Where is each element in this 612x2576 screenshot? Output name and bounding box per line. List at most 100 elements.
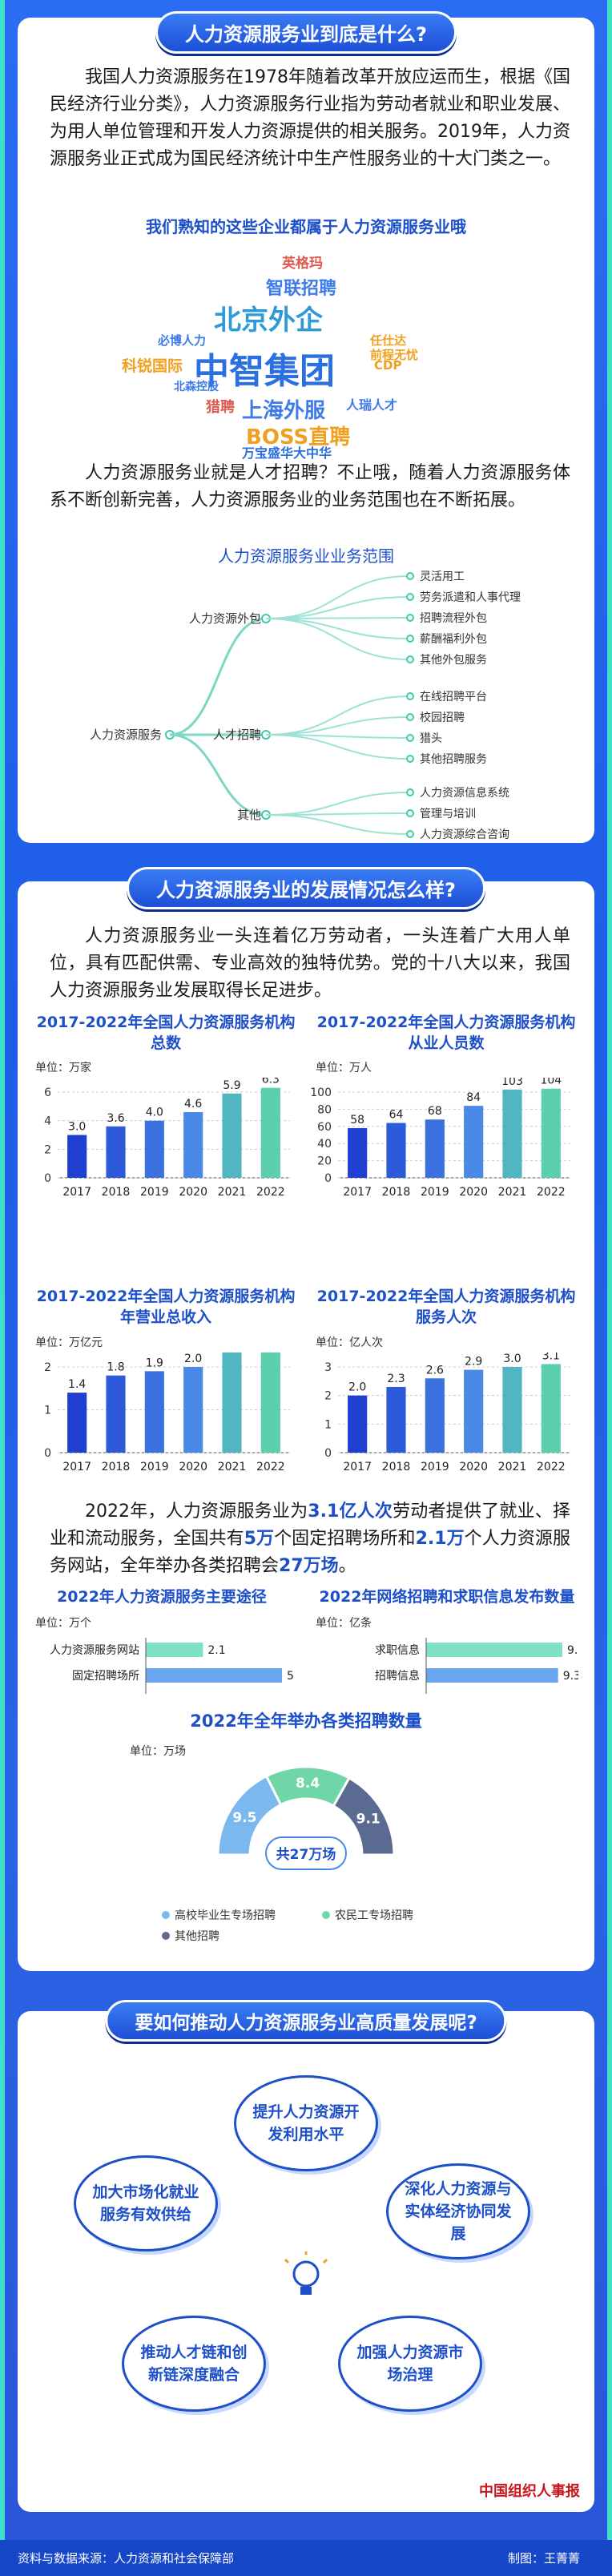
chart5-title: 2022年人力资源服务主要途径 <box>57 1588 267 1606</box>
highlight-figure: 27万场 <box>279 1556 339 1576</box>
tree-leaf-link <box>265 575 411 619</box>
tree-branch-link <box>169 733 267 816</box>
bar <box>464 1369 484 1453</box>
summary-paragraph: 2022年，人力资源服务业为3.1亿人次劳动者提供了就业、择业和流动服务，全国共… <box>50 1498 570 1580</box>
chart1-org-count: 0 2 4 6 3.0 2017 3.6 2018 4.0 2019 4.6 2020 5.9 2021 6… <box>44 1078 290 1199</box>
cloud-word: 猎聘 <box>206 399 235 416</box>
section3-title: 要如何推动人力资源服务业高质量发展呢? <box>105 2000 507 2042</box>
tree-node <box>406 655 414 663</box>
chart7-unit: 单位：万场 <box>130 1745 186 1758</box>
bar <box>67 1135 87 1178</box>
bar <box>106 1126 126 1178</box>
x-tick-label: 2021 <box>498 1186 527 1199</box>
bar-value-label: 68 <box>428 1105 442 1118</box>
tree-branch-label: 人才招聘 <box>213 728 261 742</box>
tree-node <box>406 788 414 796</box>
x-tick-label: 2019 <box>140 1461 169 1473</box>
paragraph-text: 2022年，人力资源服务业为 <box>85 1502 308 1522</box>
x-tick-label: 2019 <box>421 1186 449 1199</box>
cloud-word: 前程无忧 <box>370 348 419 362</box>
y-tick-label: 2 <box>44 1143 51 1156</box>
x-tick-label: 2018 <box>382 1461 411 1473</box>
chart2-title: 2017-2022年全国人力资源服务机构从业人员数 <box>316 1014 576 1052</box>
y-tick-label: 0 <box>44 1172 51 1185</box>
tree-leaf-label: 管理与培训 <box>420 808 476 820</box>
newspaper-logo: 中国组织人事报 <box>479 2483 580 2500</box>
legend-label: 其他招聘 <box>175 1930 219 1943</box>
paragraph-text: 劳动者提供了就业、择业和流动服务，全国共有 <box>50 1502 570 1549</box>
bar-value-label: 3.0 <box>68 1121 86 1134</box>
x-tick-label: 2019 <box>421 1461 449 1473</box>
tree-leaf-label: 猎头 <box>420 732 442 745</box>
tree-leaf-label: 其他招聘服务 <box>420 753 487 766</box>
tree-leaf-label: 灵活用工 <box>420 570 465 583</box>
bar <box>144 1120 164 1178</box>
tree-leaf-link <box>265 734 411 739</box>
x-tick-label: 2017 <box>343 1461 372 1473</box>
tree-root: 人力资源服务 <box>90 728 162 742</box>
y-tick-label: 0 <box>324 1447 332 1460</box>
bar-value-label: 4.6 <box>184 1098 202 1111</box>
legend-swatch <box>162 1932 170 1940</box>
section1-title: 人力资源服务业到底是什么? <box>155 11 457 54</box>
cloud-word: 必博人力 <box>158 333 207 348</box>
y-tick-label: 0 <box>44 1447 51 1460</box>
tree-leaf-label: 人力资源综合咨询 <box>420 828 509 839</box>
bar <box>222 1093 242 1178</box>
bar-value-label: 3.6 <box>107 1112 124 1125</box>
tree-leaf-link <box>265 695 411 736</box>
footer: 资料与数据来源：人力资源和社会保障部 制图：王菁菁 <box>0 2540 612 2576</box>
y-tick-label: 20 <box>317 1155 332 1168</box>
x-tick-label: 2020 <box>459 1461 488 1473</box>
bar <box>348 1127 368 1178</box>
donut-center-badge <box>265 1836 347 1870</box>
tree-leaf-link <box>265 618 411 639</box>
x-tick-label: 2021 <box>218 1186 247 1199</box>
cloud-word: CDP <box>374 358 402 373</box>
cloud-word: BOSS直聘 <box>246 425 351 449</box>
y-tick-label: 4 <box>44 1115 51 1128</box>
business-scope-tree: 人力资源服务 人力资源外包 灵活用工劳务派遣和人事代理招聘流程外包薪酬福利外包其他外… <box>90 570 521 839</box>
tree-branch-label: 其他 <box>237 808 261 822</box>
bar <box>386 1123 406 1178</box>
x-tick-label: 2018 <box>102 1186 131 1199</box>
legend-item: 农民工专场招聘 <box>322 1907 482 1923</box>
tree-node <box>406 734 414 742</box>
chart7-donut: 9.5 8.4 9.1 共27万场 <box>216 1765 396 1870</box>
chart7-title: 2022年全年举办各类招聘数量 <box>190 1711 422 1731</box>
intro-paragraph: 我国人力资源服务在1978年随着改革开放应运而生，根据《国民经济行业分类》，人力… <box>50 67 570 169</box>
cloud-word: 上海外服 <box>242 399 326 423</box>
bar-value-label: 2.0 <box>348 1381 366 1394</box>
y-tick-label: 40 <box>317 1138 332 1151</box>
bar-value-label: 103 <box>501 1078 523 1088</box>
hbar-category-label: 人力资源服务网站 <box>50 1644 139 1657</box>
chart4-unit: 单位：亿人次 <box>316 1336 383 1349</box>
bar-value-label: 6.3 <box>262 1078 280 1086</box>
tree-leaf-link <box>265 812 411 816</box>
cloud-title: 我们熟知的这些企业都属于人力资源服务业哦 <box>146 217 466 236</box>
tree-leaf-link <box>265 734 411 760</box>
donut-center-label: 共27万场 <box>276 1847 336 1863</box>
section3-panel: 提升人力资源开发利用水平 加大市场化就业服务有效供给 深化人力资源与实体经济协同… <box>18 2011 594 2512</box>
bar-value-label: 84 <box>466 1091 481 1104</box>
x-tick-label: 2018 <box>382 1186 411 1199</box>
tree-leaf-label: 薪酬福利外包 <box>420 633 487 646</box>
cloud-word: 万宝盛华大中华 <box>242 445 332 461</box>
bar-value-label: 58 <box>350 1114 364 1127</box>
bar <box>106 1375 126 1453</box>
hbar <box>426 1643 562 1657</box>
cloud-word: 中智集团 <box>194 351 335 392</box>
chart4-service-times: 0 1 2 3 2.0 2017 2.3 2018 2.6 2019 2.9 2020 3.0 2021 3… <box>324 1353 570 1473</box>
y-tick-label: 0 <box>324 1172 332 1185</box>
lightbulb-icon <box>284 2251 328 2295</box>
tree-node <box>406 755 414 763</box>
hbar-category-label: 固定招聘场所 <box>72 1670 139 1683</box>
tree-leaf-link <box>265 618 411 660</box>
highlight-figure: 2.1万 <box>415 1529 465 1549</box>
hbar-value-label: 9.3 <box>563 1670 578 1683</box>
x-tick-label: 2021 <box>218 1461 247 1473</box>
tree-leaf-label: 招聘流程外包 <box>420 612 487 625</box>
chart3-revenue: 0121.420171.820181.920192.020202.420212.… <box>44 1353 290 1473</box>
bar <box>348 1395 368 1453</box>
legend-item: 高校毕业生专场招聘 <box>162 1907 322 1923</box>
